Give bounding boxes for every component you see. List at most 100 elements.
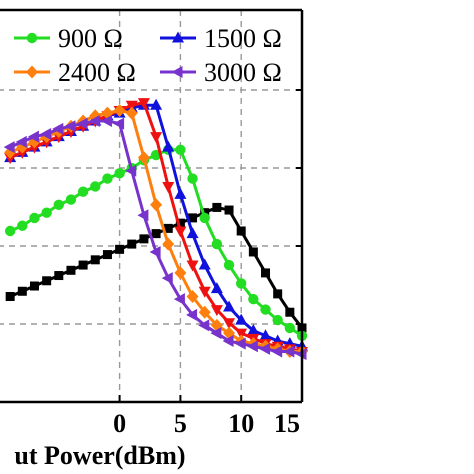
legend-label: 2400 Ω — [58, 58, 136, 87]
data-point — [199, 212, 210, 224]
data-point — [198, 319, 210, 332]
data-point — [76, 117, 88, 130]
legend-label: 1500 Ω — [204, 24, 282, 53]
data-point — [198, 305, 211, 319]
data-point — [161, 272, 173, 285]
data-point — [137, 209, 149, 222]
series-5 — [3, 114, 307, 361]
data-point — [114, 168, 125, 179]
data-point — [90, 181, 101, 192]
data-point — [222, 335, 234, 348]
data-point — [186, 260, 199, 272]
data-point — [113, 103, 126, 117]
data-point — [175, 218, 185, 228]
data-point — [236, 226, 246, 236]
data-point — [174, 187, 187, 199]
plot-frame — [0, 8, 304, 404]
data-point — [259, 329, 272, 341]
data-point — [186, 308, 198, 321]
data-point — [40, 128, 52, 141]
data-point — [15, 135, 27, 148]
data-point — [125, 106, 138, 120]
data-point — [186, 290, 199, 303]
data-point — [198, 286, 211, 298]
data-point — [88, 114, 100, 127]
data-point — [100, 114, 112, 127]
data-point — [174, 226, 187, 238]
x-tick-label: 10 — [228, 409, 254, 438]
legend-label: 900 Ω — [58, 24, 123, 53]
data-point — [211, 238, 223, 250]
data-point — [223, 259, 235, 271]
data-point — [212, 202, 222, 212]
legend-item: 900 Ω — [14, 24, 123, 53]
data-point — [150, 98, 163, 110]
data-point — [42, 276, 52, 286]
data-point — [102, 250, 112, 260]
data-point — [235, 328, 248, 340]
data-point — [247, 324, 260, 336]
data-point — [283, 345, 295, 358]
data-point — [3, 141, 15, 154]
data-point — [234, 337, 246, 350]
data-point — [137, 98, 150, 110]
data-point — [125, 100, 138, 112]
data-point — [210, 305, 223, 317]
data-point — [198, 258, 211, 270]
legend-marker — [26, 65, 38, 79]
data-point — [173, 293, 185, 306]
legend: 900 Ω 1500 Ω 2400 Ω 3000 Ω — [14, 24, 282, 87]
data-point — [5, 292, 15, 301]
data-point — [271, 345, 283, 358]
legend-item: 2400 Ω — [14, 58, 136, 87]
legend-marker — [172, 31, 184, 43]
data-point — [210, 327, 222, 340]
x-axis-title: ut Power(dBm) — [14, 441, 185, 470]
data-point — [66, 265, 76, 275]
data-point — [174, 266, 187, 280]
data-point — [65, 194, 77, 205]
legend-label: 3000 Ω — [204, 58, 282, 87]
data-point — [248, 247, 258, 257]
data-point — [149, 245, 161, 258]
x-tick-label: 15 — [274, 409, 300, 438]
legend-item: 1500 Ω — [160, 24, 282, 53]
data-point — [113, 117, 125, 130]
data-point — [90, 255, 100, 265]
x-tick-label: 0 — [113, 409, 126, 438]
data-point — [64, 120, 76, 133]
data-point — [41, 207, 52, 218]
x-tick-label: 5 — [174, 409, 187, 438]
data-point — [163, 223, 173, 233]
data-point — [150, 132, 163, 144]
legend-marker — [26, 32, 38, 44]
data-point — [17, 220, 28, 231]
data-point — [17, 286, 27, 296]
data-point — [235, 313, 248, 325]
data-point — [260, 304, 271, 315]
data-point — [236, 278, 247, 289]
data-point — [4, 225, 16, 237]
data-point — [200, 208, 210, 218]
data-point — [78, 260, 88, 270]
data-point — [150, 198, 163, 212]
data-point — [248, 293, 259, 305]
data-point — [284, 322, 296, 334]
data-point — [139, 234, 149, 244]
data-point — [102, 173, 113, 184]
data-point — [285, 307, 295, 317]
data-point — [210, 282, 223, 294]
data-point — [29, 281, 39, 291]
legend-marker — [171, 66, 183, 78]
data-point — [77, 186, 89, 197]
data-point — [224, 205, 234, 215]
data-point — [127, 239, 137, 249]
legend-item: 3000 Ω — [160, 58, 282, 87]
data-point — [162, 237, 175, 251]
data-point — [53, 199, 64, 210]
data-point — [259, 342, 271, 355]
data-point — [272, 314, 283, 326]
data-point — [162, 181, 175, 193]
